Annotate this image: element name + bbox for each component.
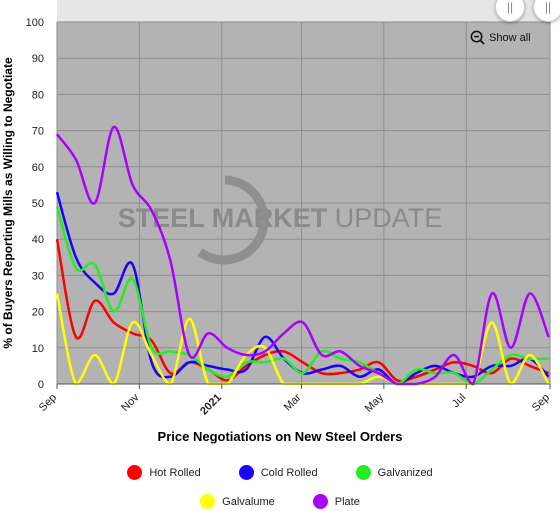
y-tick-label: 60 <box>32 162 44 174</box>
zoom-out-icon <box>470 30 485 45</box>
legend-item-hot-rolled[interactable]: Hot Rolled <box>127 465 201 480</box>
x-tick-label: Sep <box>530 392 552 414</box>
show-all-button[interactable]: Show all <box>470 30 531 45</box>
legend-item-galvanized[interactable]: Galvanized <box>355 465 433 480</box>
y-axis-ticks: 0 10 20 30 40 50 60 70 80 90 100 <box>26 17 44 391</box>
navigator-strip <box>57 0 550 22</box>
x-tick-label: 2021 <box>198 392 224 418</box>
watermark-text: STEEL MARKET UPDATE <box>118 203 443 233</box>
legend-item-plate[interactable]: Plate <box>312 494 360 509</box>
x-axis-label: Price Negotiations on New Steel Orders <box>157 429 403 444</box>
watermark-swoosh <box>197 175 269 265</box>
y-tick-label: 80 <box>32 89 44 101</box>
legend-row-2: Galvalume Plate <box>0 494 560 509</box>
legend-label: Galvanized <box>377 466 433 479</box>
y-tick-label: 100 <box>26 17 44 29</box>
x-tick-label: Nov <box>119 391 142 414</box>
show-all-label: Show all <box>489 31 531 44</box>
y-tick-label: 50 <box>32 198 44 210</box>
legend-row-1: Hot Rolled Cold Rolled Galvanized <box>0 465 560 480</box>
legend-marker <box>127 465 143 480</box>
legend-marker <box>355 465 371 480</box>
x-tick-label: May <box>363 391 387 415</box>
x-tick-label: Sep <box>37 392 59 414</box>
legend-label: Plate <box>334 495 360 508</box>
series-line-galvanized[interactable] <box>55 206 549 386</box>
legend-label: Cold Rolled <box>260 466 318 479</box>
y-tick-label: 10 <box>32 343 44 355</box>
legend-item-cold-rolled[interactable]: Cold Rolled <box>238 465 318 480</box>
legend-label: Galvalume <box>222 495 275 508</box>
series-line-hot-rolled[interactable] <box>55 238 550 383</box>
y-tick-label: 90 <box>32 53 44 65</box>
y-tick-label: 70 <box>32 126 44 138</box>
y-tick-label: 0 <box>38 379 44 391</box>
legend-label: Hot Rolled <box>149 466 201 479</box>
x-tick-label: Jul <box>450 392 468 410</box>
y-tick-label: 30 <box>32 270 44 282</box>
legend-marker <box>200 494 216 509</box>
scroll-right-button[interactable]: || <box>533 0 560 22</box>
y-axis-label: % of Buyers Reporting Mills as Willing t… <box>1 57 15 349</box>
x-axis-ticks: Sep Nov 2021 Mar May Jul Sep <box>37 383 552 418</box>
legend-marker <box>238 465 254 480</box>
legend-item-galvalume[interactable]: Galvalume <box>200 494 275 509</box>
legend-marker <box>312 494 328 509</box>
x-tick-label: Mar <box>282 391 304 413</box>
y-tick-label: 20 <box>32 307 44 319</box>
y-tick-label: 40 <box>32 234 44 246</box>
